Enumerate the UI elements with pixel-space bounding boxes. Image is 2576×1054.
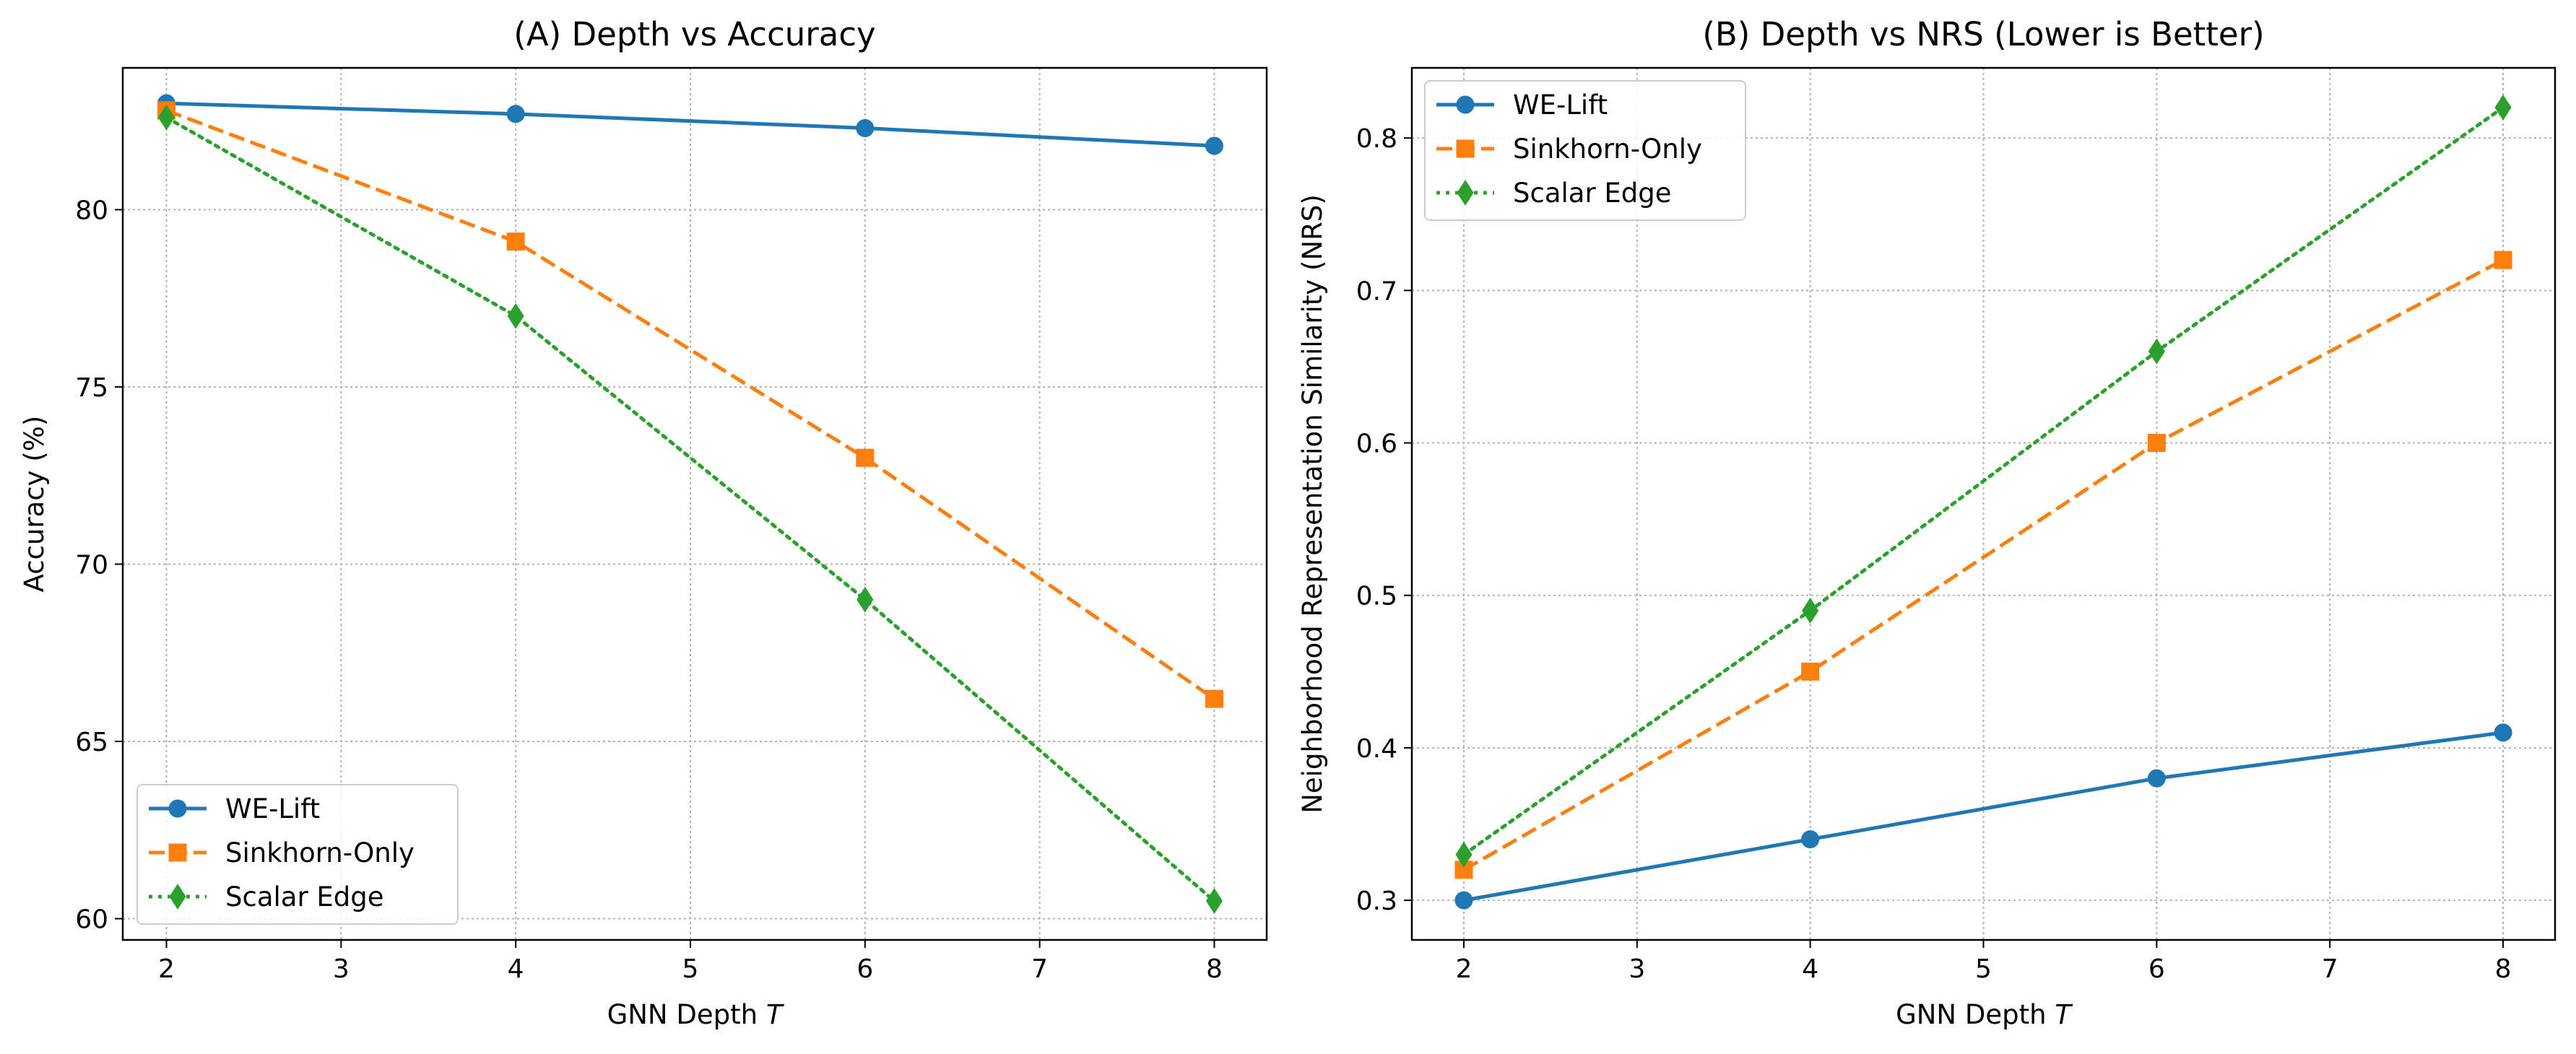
data-point xyxy=(2148,338,2165,365)
series-sinkhorn-only xyxy=(157,101,1223,708)
series-scalar-edge xyxy=(1455,94,2512,868)
data-point xyxy=(507,302,524,329)
panel-a: 2 3 4 5 6 7 8 60 65 70 75 80 (A) Depth vs Accuracy GN… xyxy=(19,15,1268,1030)
data-point xyxy=(157,104,175,131)
legend-label: WE-Lift xyxy=(1513,90,1608,121)
y-tick-label: 0.6 xyxy=(1356,430,1397,459)
data-point xyxy=(856,448,875,467)
gridlines xyxy=(1412,68,2555,940)
series-line xyxy=(1462,258,2505,872)
data-point xyxy=(1205,136,1223,155)
x-tick-label: 4 xyxy=(508,954,524,984)
chart-title: (B) Depth vs NRS (Lower is Better) xyxy=(1702,15,2264,53)
x-tick-label: 3 xyxy=(1629,954,1645,984)
legend-label: Scalar Edge xyxy=(225,881,384,913)
series-line xyxy=(1463,731,2504,902)
x-tick-label: 5 xyxy=(1975,954,1992,984)
data-point xyxy=(1802,597,1819,624)
x-tick-label: 8 xyxy=(2495,954,2512,984)
axes-frame xyxy=(1410,66,2557,941)
x-tick-label: 6 xyxy=(2148,954,2165,984)
legend-label: Sinkhorn-Only xyxy=(225,837,415,868)
data-point xyxy=(1801,830,1820,849)
x-tick-label: 8 xyxy=(1206,954,1223,984)
series-line xyxy=(166,101,1215,148)
data-point xyxy=(2494,94,2512,121)
legend-marker xyxy=(1456,95,1475,114)
y-tick-label: 80 xyxy=(75,196,108,225)
axes-frame xyxy=(121,66,1268,941)
x-axis-label-text: GNN Depth xyxy=(607,999,758,1030)
legend-label: Sinkhorn-Only xyxy=(1513,134,1702,165)
x-axis-label-space xyxy=(2047,999,2055,1030)
data-point xyxy=(857,586,874,613)
legend-marker xyxy=(1456,139,1475,158)
x-tick-label: 3 xyxy=(333,954,350,984)
y-tick-label: 0.4 xyxy=(1356,734,1397,764)
x-axis-label-variable: T xyxy=(2055,999,2073,1030)
data-point xyxy=(2494,251,2512,269)
y-tick-label: 0.8 xyxy=(1356,124,1397,154)
data-point xyxy=(2147,769,2166,788)
x-tick-label: 4 xyxy=(1802,954,1818,984)
y-tick-label: 0.3 xyxy=(1356,887,1397,916)
data-point xyxy=(506,232,525,251)
series-line xyxy=(164,116,1216,903)
x-tick-label: 7 xyxy=(2322,954,2338,984)
y-tick-label: 0.7 xyxy=(1356,276,1397,306)
x-tick-label: 6 xyxy=(857,954,873,984)
legend-marker xyxy=(169,884,186,910)
y-tick-label: 75 xyxy=(75,373,108,403)
panel-b: 2 3 4 5 6 7 8 0.3 0.4 0.5 0.6 0.7 0.8 (B) Depth vs NR… xyxy=(1297,15,2557,1030)
y-tick-label: 65 xyxy=(75,728,108,757)
x-axis-label: GNN Depth T xyxy=(607,999,784,1030)
legend: WE-Lift Sinkhorn-Only Scalar Edge xyxy=(136,784,459,925)
x-axis-label-variable: T xyxy=(766,999,784,1030)
series-we-lift xyxy=(1454,723,2512,910)
legend-marker xyxy=(1457,180,1474,206)
x-tick-label: 2 xyxy=(1456,954,1473,984)
data-point xyxy=(856,118,875,137)
data-point xyxy=(1205,689,1223,708)
y-tick-label: 60 xyxy=(75,905,108,935)
x-tick-label: 2 xyxy=(158,954,175,984)
y-axis-label: Neighborhood Representation Similarity (… xyxy=(1297,194,1328,814)
y-axis-label: Accuracy (%) xyxy=(19,416,50,593)
series-scalar-edge xyxy=(157,104,1223,914)
data-point xyxy=(506,105,525,123)
data-point xyxy=(1801,662,1820,681)
y-tick-label: 70 xyxy=(75,550,108,580)
legend: WE-Lift Sinkhorn-Only Scalar Edge xyxy=(1424,80,1746,221)
legend-box xyxy=(136,784,459,925)
x-tick-label: 7 xyxy=(1031,954,1048,984)
x-axis-label-space xyxy=(758,999,766,1030)
gridlines xyxy=(123,68,1267,940)
data-point xyxy=(2147,434,2166,453)
series-line xyxy=(1462,105,2505,857)
x-tick-label: 5 xyxy=(682,954,699,984)
data-point xyxy=(1205,888,1223,914)
data-point xyxy=(1454,891,1473,910)
legend-marker xyxy=(168,799,187,818)
data-point xyxy=(1455,841,1473,868)
series-line xyxy=(165,108,1215,701)
data-point xyxy=(2494,723,2512,742)
y-tick-label: 0.5 xyxy=(1356,582,1397,611)
legend-marker xyxy=(168,843,187,862)
x-axis-label: GNN Depth T xyxy=(1896,999,2073,1030)
chart-title: (A) Depth vs Accuracy xyxy=(513,15,875,53)
legend-label: WE-Lift xyxy=(225,793,320,824)
x-axis-label-text: GNN Depth xyxy=(1896,999,2047,1030)
legend-box xyxy=(1424,80,1746,221)
legend-label: Scalar Edge xyxy=(1513,178,1672,209)
